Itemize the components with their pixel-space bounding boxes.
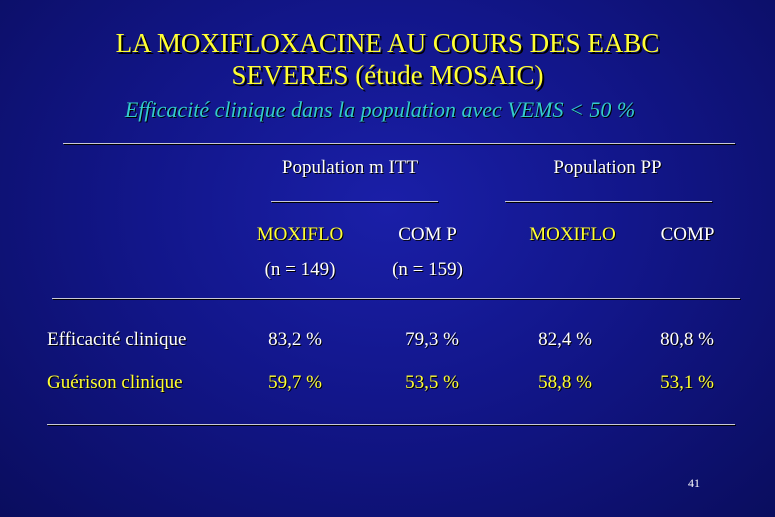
table-cell: 79,3 % <box>405 329 459 350</box>
table-cell: 53,5 % <box>405 372 459 393</box>
group-header-pp: Population PP <box>553 157 662 178</box>
table-cell: 59,7 % <box>268 372 322 393</box>
table-cell: 53,1 % <box>660 372 714 393</box>
column-header-comp-pp: COMP <box>660 224 715 245</box>
row-label-guerison: Guérison clinique <box>47 372 183 393</box>
table-cell: 80,8 % <box>660 329 714 350</box>
top-rule <box>63 143 735 144</box>
slide-subtitle: Efficacité clinique dans la population a… <box>124 97 636 122</box>
page-number: 41 <box>688 476 700 490</box>
table-cell: 58,8 % <box>538 372 592 393</box>
slide-title-line2: SEVERES (étude MOSAIC) <box>231 60 544 90</box>
column-header-moxiflo-itt: MOXIFLO <box>256 224 344 245</box>
table-cell: 82,4 % <box>538 329 592 350</box>
slide-title-line1: LA MOXIFLOXACINE AU COURS DES EABC <box>115 28 660 58</box>
column-n-moxiflo-itt: (n = 149) <box>264 259 336 280</box>
group-underline-pp <box>505 201 712 202</box>
table-cell: 83,2 % <box>268 329 322 350</box>
column-header-moxiflo-pp: MOXIFLO <box>529 224 616 245</box>
bottom-rule <box>47 424 735 425</box>
column-header-comp-itt: COM P <box>398 224 457 245</box>
group-header-itt: Population m ITT <box>281 157 419 178</box>
header-rule <box>52 298 740 299</box>
column-n-comp-itt: (n = 159) <box>392 259 463 280</box>
row-label-efficacite: Efficacité clinique <box>47 329 187 350</box>
group-underline-itt <box>271 201 438 202</box>
